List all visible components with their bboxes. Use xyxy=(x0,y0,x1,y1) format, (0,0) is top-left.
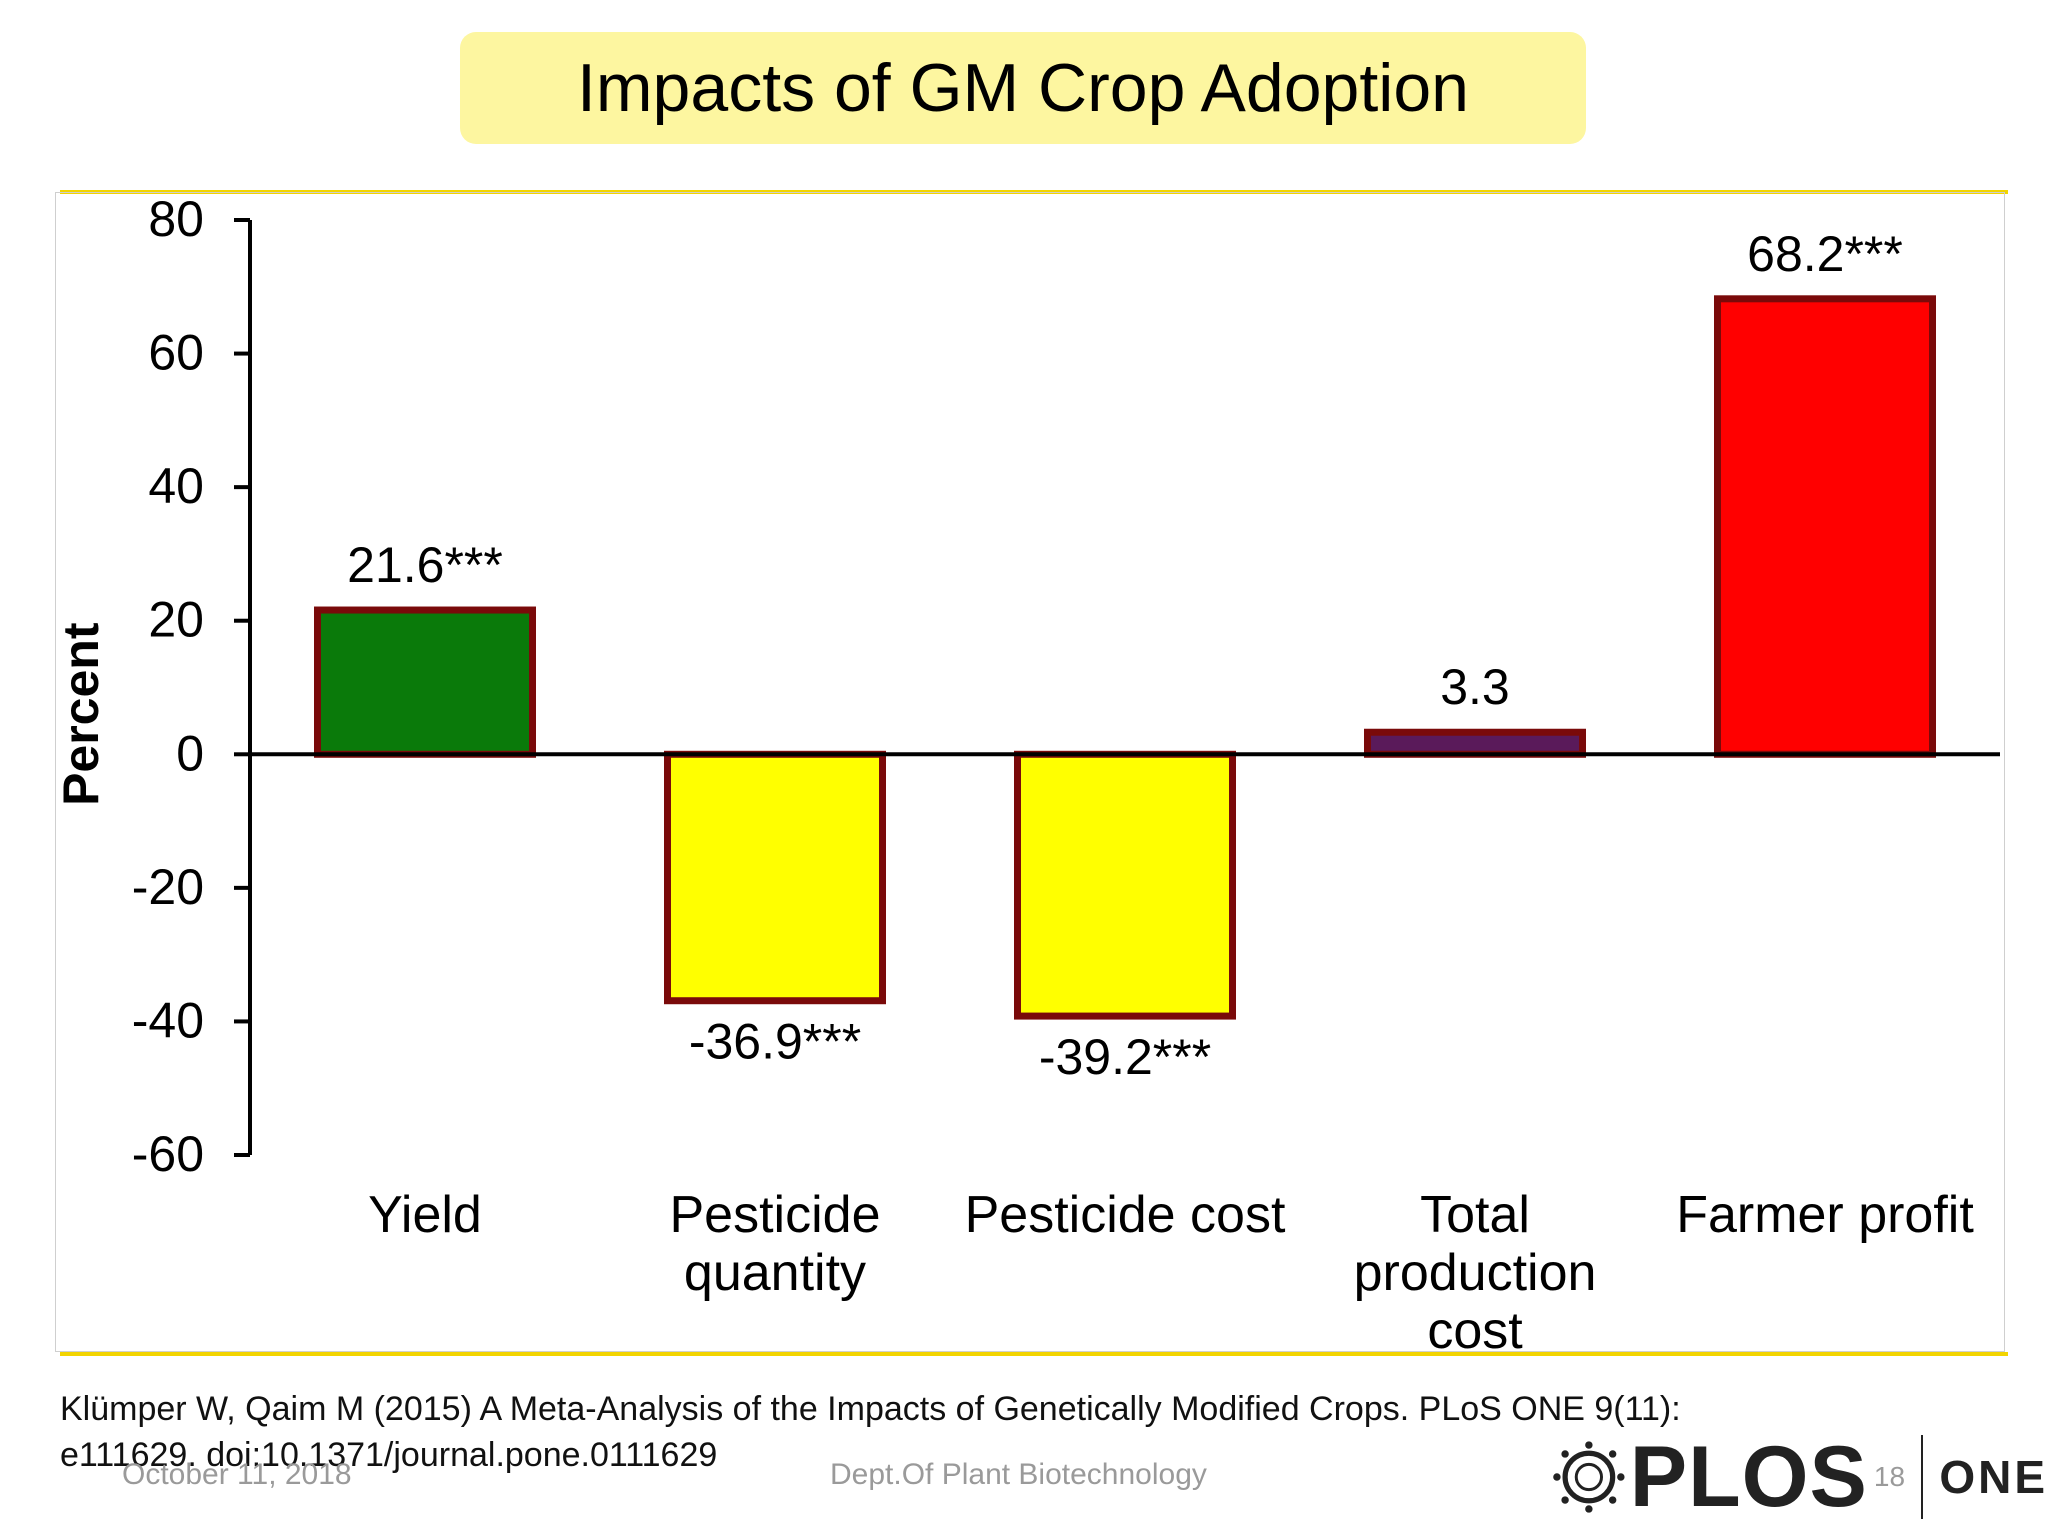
page-number: 18 xyxy=(1874,1461,1905,1493)
bar-4 xyxy=(1368,732,1583,754)
y-tick-label: -20 xyxy=(132,859,204,915)
category-label-1: Yield xyxy=(368,1186,482,1244)
data-label-4: 3.3 xyxy=(1440,659,1510,715)
y-tick-label: 40 xyxy=(148,458,204,514)
category-label-2: Pesticide xyxy=(670,1186,881,1244)
logo-word: PLOS xyxy=(1630,1428,1868,1527)
y-tick-label: 0 xyxy=(176,725,204,781)
y-tick-label: -60 xyxy=(132,1126,204,1182)
category-label-4: production xyxy=(1354,1244,1597,1302)
bar-2 xyxy=(668,754,883,1000)
footer-department: Dept.Of Plant Biotechnology xyxy=(830,1458,1207,1492)
y-axis-title: Percent xyxy=(53,622,109,806)
y-tick-label: 80 xyxy=(148,191,204,247)
plos-globe-icon xyxy=(1548,1422,1630,1532)
bar-3 xyxy=(1018,754,1233,1016)
category-label-3: Pesticide cost xyxy=(965,1186,1286,1244)
y-tick-label: -40 xyxy=(132,992,204,1048)
y-tick-label: 60 xyxy=(148,325,204,381)
data-label-3: -39.2*** xyxy=(1039,1029,1211,1085)
category-label-2: quantity xyxy=(684,1244,866,1302)
category-label-5: Farmer profit xyxy=(1676,1186,1974,1244)
category-label-4: Total xyxy=(1420,1186,1530,1244)
bar-1 xyxy=(318,610,533,754)
data-label-2: -36.9*** xyxy=(689,1014,861,1070)
plos-one-logo: PLOS 18 ONE xyxy=(1548,1422,2048,1532)
logo-separator xyxy=(1921,1435,1923,1519)
logo-suffix: ONE xyxy=(1939,1450,2048,1504)
bar-5 xyxy=(1718,299,1933,754)
data-label-1: 21.6*** xyxy=(347,537,503,593)
y-tick-label: 20 xyxy=(148,592,204,648)
data-label-5: 68.2*** xyxy=(1747,226,1903,282)
footer-date: October 11, 2018 xyxy=(122,1458,352,1492)
citation-line-1: Klümper W, Qaim M (2015) A Meta-Analysis… xyxy=(60,1390,1681,1429)
category-label-4: cost xyxy=(1427,1302,1523,1360)
bar-chart: 80 60 40 20 0 -20 -40 -60 Percent 21.6*** Yield -36… xyxy=(0,0,2048,1400)
